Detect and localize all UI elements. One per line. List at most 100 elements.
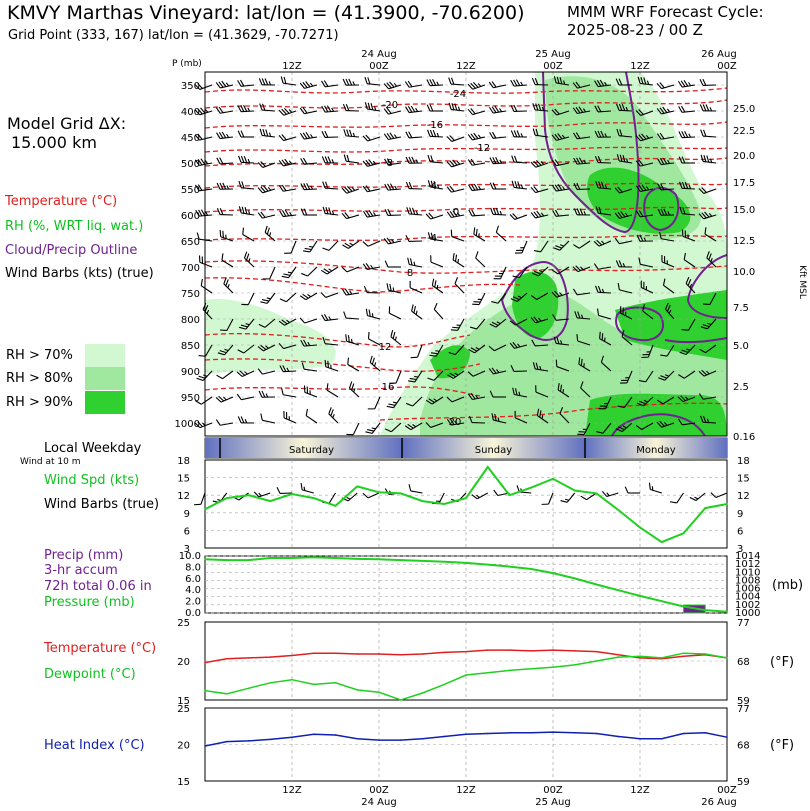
cross-section-wind-barb-flag [555,245,563,249]
pressure-tick-label: 1000 [175,419,200,430]
top-time-label: 12Z [630,61,650,72]
cross-section-wind-barb [640,110,654,116]
cross-section-wind-barb-flag [218,395,225,402]
surface-wind-barb-flag [564,498,570,501]
cross-section-wind-barb-flag [431,278,435,286]
cross-section-wind-barb-flag [394,336,397,341]
pressure-point [378,558,380,561]
wind-tick-right: 18 [737,456,750,467]
cross-section-wind-barb-flag [405,106,410,113]
cross-section-wind-barb [220,136,234,140]
surface-wind-barb-flag [408,484,412,492]
cross-section-wind-barb-flag [323,80,329,87]
cross-section-wind-barb [660,188,675,191]
cross-section-wind-barb-flag [599,79,605,87]
cross-section-wind-barb [451,188,465,193]
temperature-contour-label: 12 [379,342,392,353]
cross-section-wind-barb-flag [260,186,266,193]
cross-section-wind-barb-flag [451,103,455,110]
cross-section-wind-barb [367,188,381,193]
cross-section-wind-barb-flag [326,383,329,391]
cross-section-wind-barb-flag [405,131,410,139]
pressure-point [726,610,728,613]
cross-section-wind-barb-flag [344,212,350,219]
cross-section-wind-barb-flag [258,78,263,85]
cross-section-wind-barb-flag [553,247,561,251]
heat-units: (°F) [770,738,795,753]
cross-section-wind-barb-flag [386,158,392,165]
cross-section-wind-barb-flag [429,129,434,137]
cross-section-wind-barb [261,109,276,112]
cross-section-wind-barb-flag [279,365,284,372]
cross-section-wind-barb-flag [373,212,377,216]
heat-index-point [204,745,206,747]
pressure-point [334,557,337,559]
cross-section-wind-barb-flag [384,428,392,433]
cross-section-wind-barb-flag [219,208,224,215]
cross-section-wind-barb-flag [237,130,242,138]
cross-section-wind-barb-flag [240,105,245,112]
cross-section-wind-barb-flag [452,326,460,329]
cross-section-wind-barb [702,421,717,424]
cross-section-wind-barb-flag [616,103,620,111]
cross-section-wind-barb-flag [662,157,668,165]
cross-section-wind-barb [514,214,528,220]
cross-section-wind-barb-flag [659,231,662,239]
cross-section-wind-barb [409,287,423,294]
cross-section-wind-barb [472,84,486,90]
cross-section-wind-barb-flag [499,210,503,215]
bottom-time-label: 12Z [456,785,476,796]
temperature-label: Temperature (°C) [44,641,157,656]
cross-section-wind-barb [640,136,654,142]
cross-section-wind-barb-flag [287,271,292,274]
cross-section-wind-barb-flag [281,184,287,192]
cross-section-wind-barb-flag [660,375,668,379]
pressure-point [682,605,685,608]
cross-section-wind-barb-flag [492,157,497,164]
cross-section-wind-barb-flag [204,160,209,165]
cross-section-wind-barb [269,266,276,280]
cross-section-wind-barb-flag [680,105,686,113]
cross-section-wind-barb-flag [406,402,413,407]
cross-section-wind-barb-flag [615,78,620,86]
cross-section-wind-barb [199,261,213,268]
cross-section-wind-barb [641,422,654,430]
cross-section-wind-barb [367,162,381,167]
surface-wind-barb [302,489,314,494]
heat-index-point [334,734,337,736]
cross-section-wind-barb-flag [225,82,230,87]
legend-cloud: Cloud/Precip Outline [5,243,138,258]
cross-section-wind-barb [643,396,654,407]
cross-section-wind-barb-flag [554,184,560,191]
cross-section-wind-barb [283,344,297,350]
cross-section-wind-barb [390,422,402,433]
cross-section-wind-barb-flag [387,183,392,191]
cross-section-wind-barb [597,110,612,113]
cross-section-wind-barb-flag [331,107,335,112]
dewpoint-point [486,671,489,674]
cross-section-wind-barb-flag [370,264,374,269]
cross-section-wind-barb-flag [302,81,308,88]
cross-section-wind-barb-flag [300,158,305,165]
cross-section-wind-barb-flag [557,184,563,191]
cross-section-wind-barb-flag [206,309,210,314]
cross-section-wind-barb-flag [699,79,704,86]
cross-section-wind-barb-flag [638,380,646,383]
heat-index-point [704,732,707,734]
cross-section-wind-barb-flag [405,181,410,189]
temperature-point [269,656,272,658]
top-time-label: 00Z [543,61,563,72]
cross-section-wind-barb-flag [222,182,227,190]
cross-section-wind-barb-flag [615,428,623,433]
top-time-label: 12Z [282,61,302,72]
cross-section-wind-barb-flag [600,355,604,363]
cross-section-wind-barb-flag [643,237,647,242]
cross-section-wind-barb-flag [541,106,545,111]
cross-section-wind-barb-flag [260,211,266,218]
cross-section-wind-barb [556,342,570,346]
cross-section-wind-barb-flag [563,80,566,85]
temperature-point [378,653,380,655]
cross-section-wind-barb-flag [408,131,413,138]
cross-section-wind-barb-flag [680,395,686,402]
